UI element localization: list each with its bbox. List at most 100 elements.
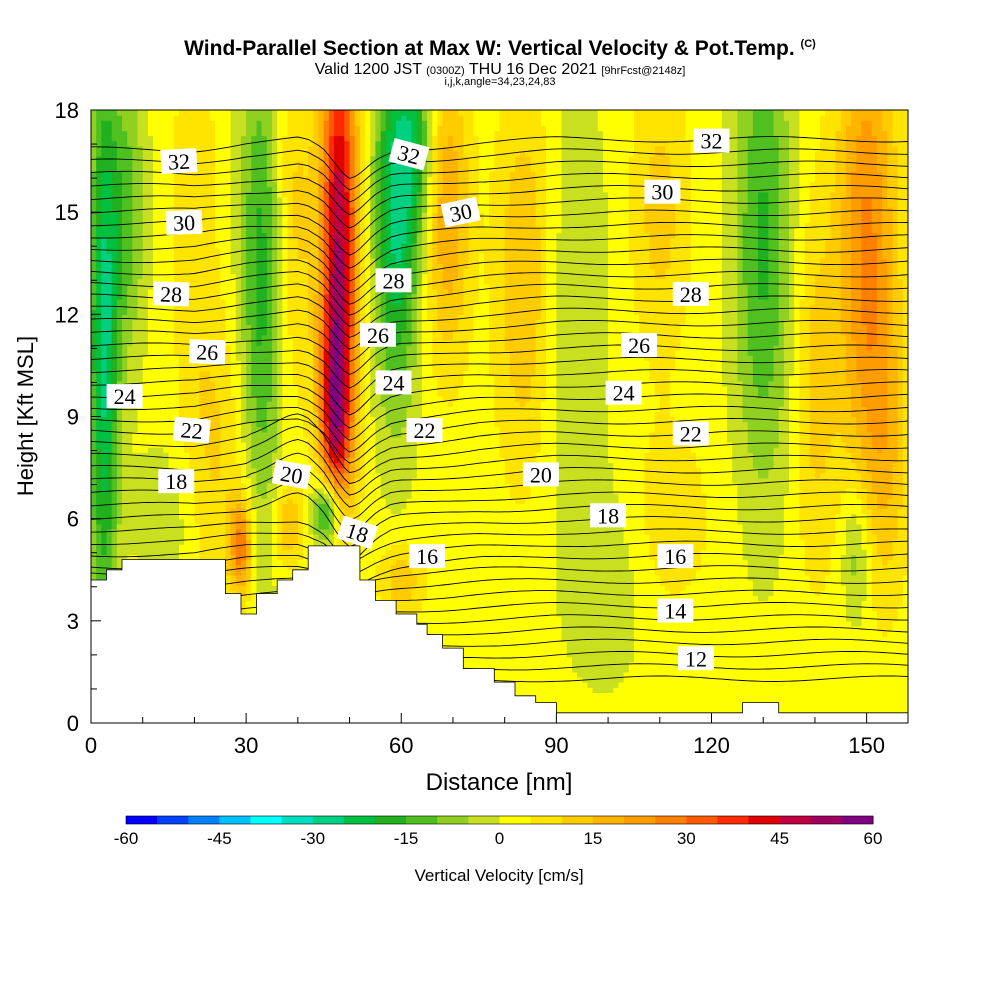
heatmap-cell	[132, 539, 139, 545]
heatmap-cell	[246, 212, 252, 218]
heatmap-cell	[127, 365, 133, 372]
heatmap-cell	[240, 186, 247, 193]
heatmap-cell	[235, 150, 242, 157]
heatmap-cell	[116, 293, 123, 300]
heatmap-cell	[158, 222, 164, 229]
heatmap-cell	[194, 171, 201, 178]
heatmap-cell	[271, 579, 278, 586]
heatmap-cell	[261, 442, 268, 448]
heatmap-cell	[240, 467, 247, 474]
heatmap-cell	[178, 518, 185, 525]
heatmap-cell	[230, 544, 237, 550]
heatmap-cell	[142, 212, 149, 218]
heatmap-cell	[277, 411, 283, 418]
heatmap-cell	[132, 227, 139, 234]
heatmap-cell	[96, 431, 102, 438]
heatmap-cell	[184, 344, 190, 351]
heatmap-cell	[246, 339, 252, 346]
heatmap-cell	[101, 186, 108, 193]
heatmap-cell	[163, 350, 170, 356]
heatmap-cell	[215, 237, 221, 244]
heatmap-cell	[209, 161, 216, 167]
heatmap-cell	[225, 350, 232, 356]
heatmap-cell	[230, 508, 237, 515]
heatmap-cell	[246, 115, 252, 121]
heatmap-cell	[137, 324, 144, 331]
heatmap-cell	[153, 222, 159, 229]
heatmap-cell	[303, 421, 309, 428]
heatmap-cell	[189, 544, 196, 550]
heatmap-cell	[287, 135, 294, 142]
heatmap-cell	[163, 503, 170, 510]
heatmap-cell	[215, 314, 221, 321]
heatmap-cell	[199, 396, 206, 402]
heatmap-cell	[194, 396, 201, 402]
heatmap-cell	[297, 299, 304, 305]
heatmap-cell	[225, 426, 232, 433]
heatmap-cell	[178, 447, 185, 453]
heatmap-cell	[101, 130, 108, 137]
heatmap-cell	[132, 549, 139, 556]
heatmap-cell	[256, 207, 263, 213]
heatmap-cell	[96, 574, 102, 581]
heatmap-cell	[230, 569, 237, 576]
heatmap-cell	[220, 217, 227, 223]
heatmap-cell	[282, 411, 289, 418]
heatmap-cell	[168, 319, 175, 326]
heatmap-cell	[256, 503, 263, 510]
heatmap-cell	[184, 549, 190, 556]
heatmap-cell	[220, 482, 227, 489]
heatmap-cell	[235, 493, 242, 499]
heatmap-cell	[111, 171, 118, 178]
heatmap-cell	[173, 518, 180, 525]
heatmap-cell	[230, 421, 237, 428]
heatmap-cell	[246, 350, 252, 356]
heatmap-cell	[230, 309, 237, 315]
heatmap-cell	[142, 503, 149, 510]
heatmap-cell	[215, 406, 221, 412]
heatmap-cell	[220, 273, 227, 280]
heatmap-cell	[194, 299, 201, 305]
heatmap-cell	[189, 125, 196, 132]
heatmap-cell	[111, 288, 118, 295]
heatmap-cell	[142, 467, 149, 474]
heatmap-cell	[297, 390, 304, 397]
heatmap-cell	[287, 518, 294, 525]
heatmap-cell	[168, 186, 175, 193]
heatmap-cell	[271, 293, 278, 300]
heatmap-cell	[277, 559, 283, 566]
heatmap-cell	[256, 355, 263, 361]
heatmap-cell	[153, 442, 159, 448]
heatmap-cell	[251, 329, 258, 336]
heatmap-cell	[173, 130, 180, 137]
heatmap-cell	[184, 350, 190, 356]
heatmap-cell	[266, 477, 273, 484]
heatmap-cell	[282, 508, 289, 515]
heatmap-cell	[297, 523, 304, 530]
heatmap-cell	[96, 299, 102, 305]
heatmap-cell	[194, 140, 201, 147]
heatmap-cell	[204, 513, 211, 520]
heatmap-cell	[158, 242, 164, 249]
heatmap-cell	[209, 416, 216, 423]
heatmap-cell	[277, 498, 283, 504]
heatmap-cell	[204, 462, 211, 469]
heatmap-cell	[256, 171, 263, 178]
heatmap-cell	[297, 493, 304, 499]
heatmap-cell	[287, 401, 294, 407]
heatmap-cell	[132, 130, 139, 137]
heatmap-cell	[106, 263, 113, 269]
heatmap-cell	[225, 150, 232, 157]
heatmap-cell	[271, 482, 278, 489]
heatmap-cell	[199, 554, 206, 561]
heatmap-cell	[266, 196, 273, 203]
heatmap-cell	[271, 324, 278, 331]
heatmap-cell	[153, 508, 159, 515]
heatmap-cell	[235, 590, 242, 596]
heatmap-cell	[153, 488, 159, 494]
heatmap-cell	[173, 339, 180, 346]
heatmap-cell	[106, 533, 113, 540]
heatmap-cell	[303, 406, 309, 412]
heatmap-cell	[106, 309, 113, 315]
heatmap-cell	[225, 181, 232, 188]
